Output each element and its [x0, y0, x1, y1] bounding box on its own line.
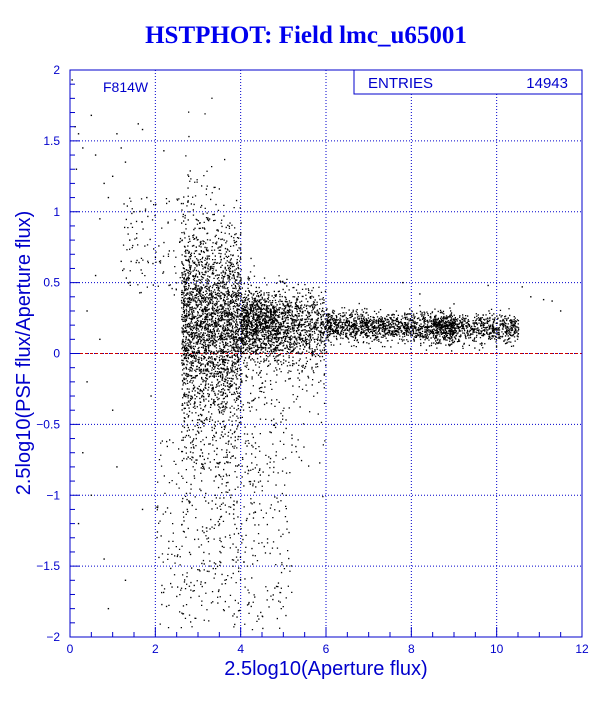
x-tick-label: 8	[408, 642, 415, 656]
data-point	[90, 114, 93, 117]
y-tick-label: −1.5	[36, 559, 60, 573]
y-tick-label: 0	[53, 347, 60, 361]
stats-box: ENTRIES 14943	[353, 69, 583, 95]
data-point	[120, 260, 122, 263]
y-tick-label: −1	[46, 488, 60, 502]
data-point	[163, 150, 165, 152]
data-point	[90, 494, 93, 496]
x-axis-label: 2.5log10(Aperture flux)	[224, 658, 427, 680]
data-point	[94, 154, 97, 156]
x-tick-label: 2	[152, 642, 159, 656]
stats-value: 14943	[526, 75, 568, 92]
y-tick-label: 1	[53, 205, 60, 219]
data-point	[107, 607, 110, 610]
filter-label: F814W	[103, 79, 149, 95]
y-tick-label: −2	[46, 630, 60, 644]
data-point	[453, 303, 455, 305]
data-point	[71, 79, 73, 81]
data-point	[141, 128, 144, 131]
data-point	[150, 395, 152, 397]
data-point	[419, 293, 421, 295]
data-point	[99, 338, 101, 341]
y-tick-label: −0.5	[36, 417, 60, 431]
data-point	[141, 508, 144, 511]
data-point	[521, 286, 523, 288]
y-tick-label: 1.5	[43, 134, 60, 148]
data-point	[120, 147, 122, 149]
data-point	[82, 452, 84, 454]
data-point	[559, 310, 562, 312]
y-axis-label: 2.5log10(PSF flux/Aperture flux)	[13, 211, 35, 496]
data-point	[77, 133, 80, 135]
data-point	[137, 123, 139, 125]
tick-labels: 0 2 4 6 8 10 12 −2 −1.5 −1 −0.5 0 0.5 1 1.5 2	[36, 63, 589, 656]
data-point	[542, 298, 545, 301]
data-point	[129, 239, 131, 241]
data-point	[124, 579, 127, 581]
data-point	[111, 409, 114, 411]
chart-title: HSTPHOT: Field lmc_u65001	[145, 22, 467, 49]
data-point	[86, 381, 88, 383]
data-point	[94, 274, 97, 277]
x-tick-label: 0	[67, 642, 74, 656]
stats-label: ENTRIES	[368, 75, 433, 92]
y-tick-label: 2	[53, 63, 60, 77]
data-point	[124, 161, 127, 163]
data-point	[86, 310, 88, 312]
x-tick-label: 6	[323, 642, 330, 656]
data-points	[71, 79, 562, 631]
data-point	[99, 218, 101, 220]
data-point	[402, 281, 404, 284]
data-point	[146, 196, 148, 199]
data-point	[487, 284, 489, 287]
data-point	[75, 168, 78, 170]
data-point	[133, 211, 135, 213]
data-point	[107, 196, 110, 199]
data-point	[74, 126, 76, 128]
data-point	[551, 300, 553, 302]
data-point	[111, 175, 114, 178]
data-point	[103, 182, 105, 185]
x-tick-label: 4	[237, 642, 244, 656]
data-point	[103, 558, 105, 560]
x-tick-label: 12	[575, 642, 589, 656]
data-point	[530, 296, 532, 298]
data-point	[82, 147, 84, 149]
data-point	[77, 522, 80, 525]
axis-ticks	[69, 69, 583, 638]
data-point	[116, 133, 118, 135]
dense-point-cloud	[122, 97, 520, 631]
x-tick-label: 10	[490, 642, 504, 656]
data-point	[116, 466, 118, 468]
y-tick-label: 0.5	[43, 276, 60, 290]
